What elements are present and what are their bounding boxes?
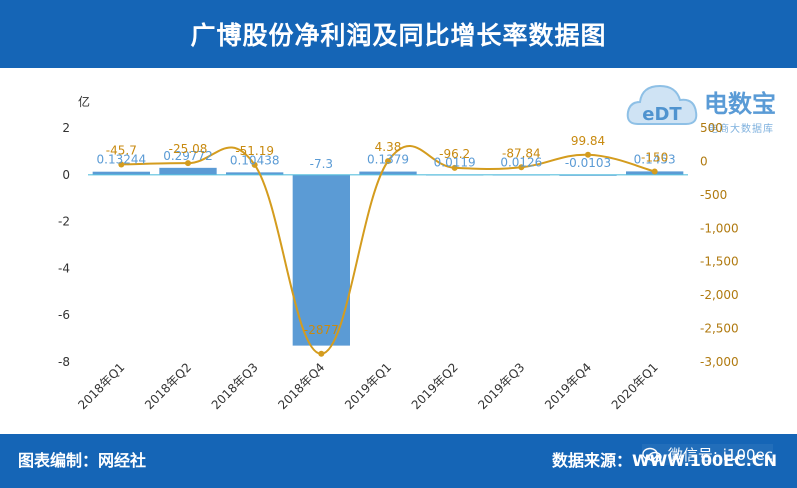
logo-badge-text: eDT (642, 104, 682, 125)
wechat-watermark: 微信号: i100ec (641, 444, 773, 465)
bar-0 (92, 171, 150, 175)
bar-4 (359, 171, 417, 175)
x-tick-label: 2020年Q1 (609, 360, 661, 412)
logo-brand-text: 电数宝 (704, 90, 776, 118)
edt-logo: eDT 电数宝 电商大数据库 (624, 72, 794, 138)
x-tick-label: 2018年Q4 (275, 360, 327, 412)
bar-data-label: 0.0119 (434, 156, 476, 170)
y2-tick-label: 500 (700, 121, 723, 135)
y2-tick-label: -3,000 (700, 355, 739, 369)
line-point-0 (118, 161, 125, 168)
y-tick-label: 0 (62, 168, 70, 182)
line-data-label: -96.2 (439, 147, 470, 161)
wechat-label: 微信号: i100ec (667, 446, 773, 464)
y2-tick-label: -2,000 (700, 288, 739, 302)
chart-svg: 亿2 0 -2 -4 -6 -8 500 0 -500 -1,000 -1,500 -2,000 -2,… (58, 94, 739, 412)
line-point-6 (518, 164, 525, 171)
line-point-4 (385, 158, 391, 165)
y2-tick-label: -500 (700, 188, 727, 202)
x-tick-label: 2018年Q3 (209, 360, 261, 412)
y-unit-label: 亿 (78, 94, 90, 109)
bar-data-label: 0.13244 (97, 153, 147, 167)
footer-left-label: 图表编制：网经社 (18, 451, 147, 470)
x-tick-label: 2019年Q3 (475, 360, 527, 412)
x-tick-label: 2019年Q2 (409, 360, 461, 412)
chart-area: 亿 2 0 -2 -4 -6 -8 500 0 -500 -1,000 -1,500 -2,000 -2,… (0, 68, 797, 434)
logo-sub-text: 电商大数据库 (708, 124, 774, 135)
x-tick-label: 2019年Q1 (342, 360, 394, 412)
line-point-1 (185, 160, 191, 167)
line-point-3 (318, 350, 325, 357)
y2-tick-label: 0 (700, 154, 708, 168)
bar-data-label: -7.3 (310, 157, 333, 171)
header-bar: 广博股份净利润及同比增长率数据图 (0, 0, 797, 68)
bar-data-label: 0.1453 (634, 152, 676, 166)
line-point-8 (651, 168, 658, 175)
y-tick-label: 2 (62, 121, 70, 135)
bar-2 (226, 172, 284, 175)
cloud-logo-icon: eDT (626, 84, 698, 125)
y-tick-label: -2 (58, 215, 70, 229)
chart-title: 广博股份净利润及同比增长率数据图 (190, 21, 607, 50)
bar-3 (292, 174, 350, 346)
footer-right-label: 数据来源：WWW.100EC.CN (551, 451, 777, 470)
bar-data-label: 0.29772 (163, 149, 213, 163)
x-tick-label: 2019年Q4 (542, 360, 594, 412)
line-data-label: 99.84 (571, 134, 605, 148)
bar-1 (159, 167, 217, 175)
x-tick-label: 2018年Q2 (142, 360, 194, 412)
line-point-5 (451, 164, 458, 171)
x-tick-label: 2018年Q1 (75, 360, 127, 412)
growth-rate-line (121, 145, 655, 355)
y-tick-label: -4 (58, 261, 70, 275)
bar-data-label: 0.10438 (230, 153, 280, 167)
wechat-icon (642, 447, 662, 462)
line-data-label: -150 (641, 150, 668, 164)
y-tick-label: -8 (58, 355, 70, 369)
line-point-7 (585, 151, 591, 158)
line-data-label: -87.84 (502, 146, 541, 160)
line-point-2 (251, 161, 258, 168)
y2-tick-label: -1,500 (700, 255, 739, 269)
bar-data-label: 0.1379 (367, 153, 409, 167)
line-data-label: -51.19 (235, 144, 274, 158)
footer-bar: 图表编制：网经社 数据来源：WWW.100EC.CN (0, 434, 797, 488)
bar-data-label: -0.0103 (565, 156, 611, 170)
y-tick-label: -6 (58, 308, 70, 322)
line-data-label: -2877 (304, 323, 339, 337)
bar-data-label: 0.0126 (500, 156, 542, 170)
line-data-label: -45.7 (106, 143, 137, 157)
line-data-label: 4.38 (375, 140, 402, 154)
line-data-label: -25.08 (169, 142, 208, 156)
y2-tick-label: -1,000 (700, 221, 739, 235)
y2-tick-label: -2,500 (700, 322, 739, 336)
